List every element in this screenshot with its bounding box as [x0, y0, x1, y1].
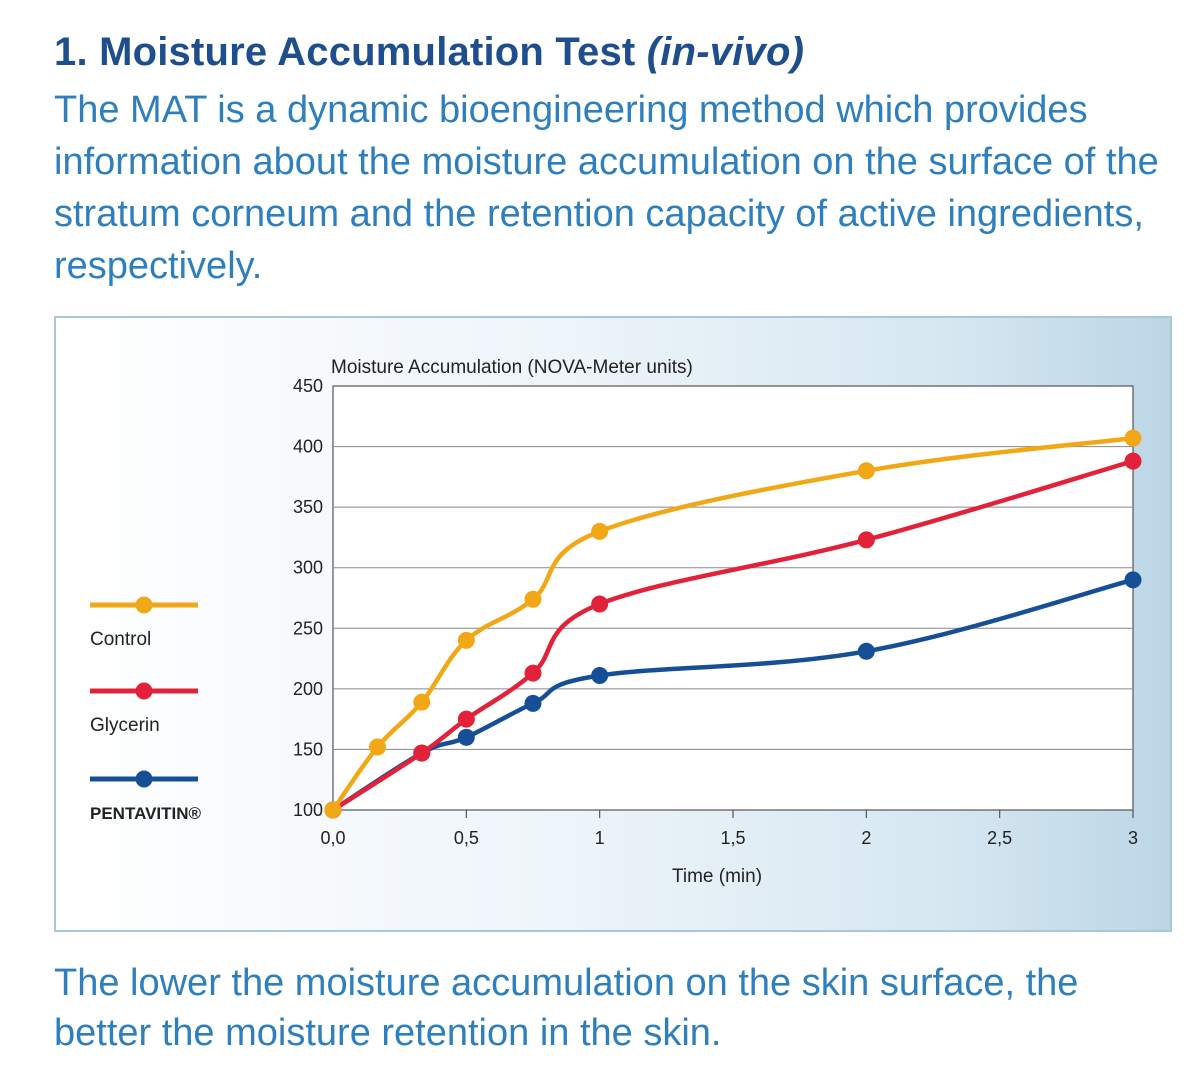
intro-text: The MAT is a dynamic bioengineering meth… [54, 89, 1159, 287]
legend-label-0: Control [90, 629, 151, 650]
title-emphasis: (in-vivo) [646, 30, 805, 74]
data-point-s2-5 [857, 642, 875, 660]
legend-label-1: Glycerin [90, 715, 160, 736]
page-title: 1. Moisture Accumulation Test (in-vivo) [54, 30, 804, 75]
x-tick-label-1: 0,5 [454, 828, 479, 848]
series-lines [324, 429, 1142, 819]
legend-label-2: PENTAVITIN® [90, 804, 202, 823]
legend-marker-1 [135, 682, 153, 700]
legend-marker-2 [135, 770, 153, 788]
y-tick-label-250: 250 [293, 618, 323, 638]
legend: Control Glycerin PENTAVITIN® [90, 596, 202, 823]
x-tick-label-6: 3 [1128, 828, 1138, 848]
data-point-s2-6 [1124, 571, 1142, 589]
y-tick-label-350: 350 [293, 497, 323, 517]
data-point-s0-6 [857, 462, 875, 480]
data-point-s0-4 [524, 590, 542, 608]
y-tick-label-200: 200 [293, 679, 323, 699]
y-tick-label-300: 300 [293, 558, 323, 578]
data-point-s1-3 [524, 664, 542, 682]
data-point-s0-5 [591, 522, 609, 540]
legend-marker-0 [135, 596, 153, 614]
data-point-s2-4 [591, 667, 609, 685]
y-tick-label-450: 450 [293, 376, 323, 396]
data-point-s0-1 [369, 738, 387, 756]
title-main: 1. Moisture Accumulation Test [54, 30, 647, 74]
data-point-s1-1 [413, 744, 431, 762]
data-point-s1-5 [857, 531, 875, 549]
data-point-s0-7 [1124, 429, 1142, 447]
data-point-s1-6 [1124, 452, 1142, 470]
x-tick-label-2: 1 [595, 828, 605, 848]
x-tick-label-5: 2,5 [987, 828, 1012, 848]
series-line-0 [330, 435, 1136, 813]
data-point-s1-2 [457, 710, 475, 728]
y-tick-label-100: 100 [293, 800, 323, 820]
data-point-s0-0 [324, 801, 342, 819]
data-point-s2-3 [524, 694, 542, 712]
y-axis-title: Moisture Accumulation (NOVA-Meter units) [331, 357, 693, 378]
x-axis-title: Time (min) [672, 866, 762, 887]
footer-text: The lower the moisture accumulation on t… [54, 962, 1079, 1054]
data-point-s2-2 [457, 728, 475, 746]
x-tick-label-0: 0,0 [320, 828, 345, 848]
y-tick-label-400: 400 [293, 437, 323, 457]
x-tick-label-3: 1,5 [720, 828, 745, 848]
data-point-s0-2 [413, 693, 431, 711]
data-point-s0-3 [457, 631, 475, 649]
x-tick-label-4: 2 [861, 828, 871, 848]
data-point-s1-4 [591, 595, 609, 613]
y-tick-label-150: 150 [293, 739, 323, 759]
tick-labels: 100 150 200 250 300 350 400 450 0,0 0,5 1 1,5 2 2,5 3 [293, 376, 1138, 848]
